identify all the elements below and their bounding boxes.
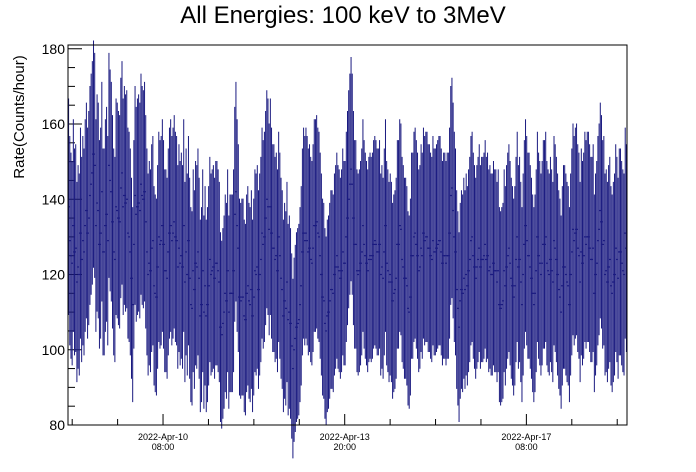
x-tick-time-label: 08:00 [152,442,175,452]
y-tick-label: 120 [42,267,66,283]
x-tick-date-label: 2022-Apr-10 [138,432,188,442]
plot-frame [67,44,628,426]
y-tick-label: 80 [49,417,65,433]
x-tick-time-label: 08:00 [515,442,538,452]
x-tick-time-label: 20:00 [333,442,356,452]
y-tick-label: 180 [42,41,66,57]
x-tick-date-label: 2022-Apr-13 [320,432,370,442]
y-tick-label: 140 [42,191,66,207]
x-tick-date-label: 2022-Apr-17 [501,432,551,442]
plot-area: 801001201401601802022-Apr-1008:002022-Ap… [42,40,628,459]
y-tick-label: 100 [42,342,66,358]
chart-title: All Energies: 100 keV to 3MeV [180,2,506,29]
y-tick-label: 160 [42,116,66,132]
y-axis-title: Rate(Counts/hour) [11,55,28,178]
